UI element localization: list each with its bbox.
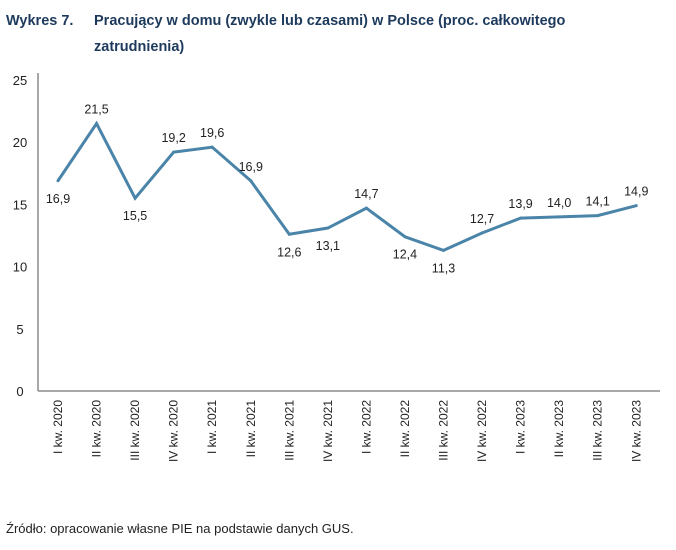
- source-note: Źródło: opracowanie własne PIE na podsta…: [6, 521, 354, 536]
- data-point: [56, 179, 60, 183]
- data-point: [133, 196, 137, 200]
- line-chart: 0 5 10 15 20 25 I kw. 2020 II kw. 2020 III kw. 2…: [13, 73, 660, 462]
- x-tick-label: IV kw. 2022: [475, 400, 489, 462]
- data-point: [480, 231, 484, 235]
- data-point: [364, 206, 368, 210]
- x-tick-label: III kw. 2021: [282, 400, 296, 461]
- data-point: [442, 248, 445, 252]
- x-tick-label: III kw. 2023: [591, 400, 605, 461]
- y-tick-label: 20: [13, 135, 27, 150]
- data-label: 14,1: [586, 195, 610, 209]
- data-label: 12,6: [277, 245, 301, 259]
- x-tick-label: IV kw. 2020: [167, 400, 181, 462]
- data-label: 14,7: [354, 187, 378, 201]
- x-tick-label: III kw. 2022: [437, 400, 451, 461]
- data-point: [95, 122, 99, 126]
- x-tick-label: I kw. 2023: [514, 400, 528, 454]
- data-label: 15,5: [123, 209, 147, 223]
- data-point: [519, 216, 523, 220]
- data-label: 19,6: [200, 126, 224, 140]
- y-tick-label: 25: [13, 73, 27, 88]
- y-tick-label: 10: [13, 260, 27, 275]
- data-point: [287, 232, 291, 236]
- data-label: 13,9: [508, 197, 532, 211]
- x-tick-label: II kw. 2020: [90, 400, 104, 458]
- data-label: 14,9: [624, 185, 648, 199]
- data-label: 19,2: [161, 131, 185, 145]
- data-line: [56, 120, 637, 253]
- y-tick-label: 0: [16, 384, 23, 399]
- data-label: 21,5: [84, 103, 108, 117]
- data-point: [596, 214, 600, 218]
- data-point: [557, 215, 561, 219]
- x-tick-label: I kw. 2021: [205, 400, 219, 454]
- data-label: 12,4: [393, 248, 417, 262]
- x-tick-label: IV kw. 2023: [629, 400, 643, 462]
- data-label: 11,3: [432, 261, 455, 275]
- figure-number: Wykres 7.: [6, 13, 74, 29]
- x-tick-label: I kw. 2022: [359, 400, 373, 454]
- data-label: 16,9: [239, 160, 263, 174]
- data-point: [634, 204, 638, 208]
- data-point: [210, 145, 214, 149]
- data-point: [172, 150, 176, 154]
- x-tick-label: II kw. 2022: [398, 400, 412, 458]
- data-label: 14,0: [547, 196, 571, 210]
- data-point: [403, 235, 407, 239]
- data-point: [326, 226, 330, 230]
- data-point: [249, 179, 253, 183]
- x-tick-label: II kw. 2021: [244, 400, 258, 458]
- x-tick-label: IV kw. 2021: [321, 400, 335, 462]
- data-label: 13,1: [316, 239, 340, 253]
- data-label: 16,9: [46, 192, 70, 206]
- x-tick-label: III kw. 2020: [128, 400, 142, 461]
- title-text: Pracujący w domu (zwykle lub czasami) w …: [94, 13, 566, 55]
- x-tick-label: II kw. 2023: [552, 400, 566, 458]
- y-tick-label: 15: [13, 197, 27, 212]
- y-tick-label: 5: [16, 322, 23, 337]
- x-tick-label: I kw. 2020: [51, 400, 65, 454]
- data-label: 12,7: [470, 212, 494, 226]
